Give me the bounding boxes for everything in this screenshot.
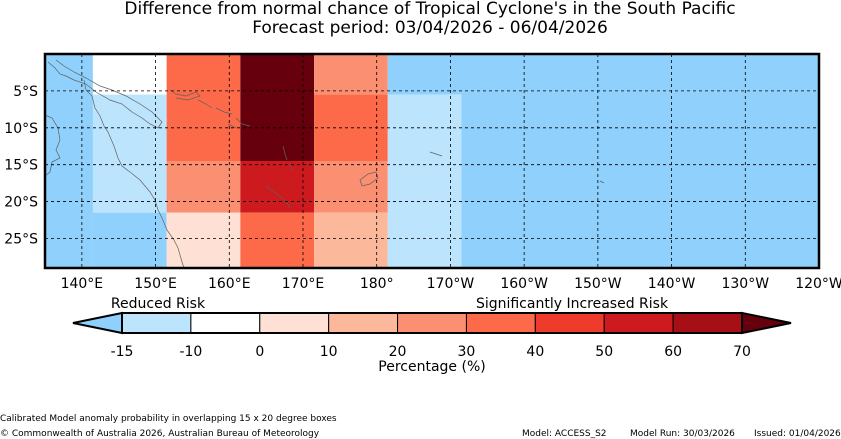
risk-cell-14 [314, 212, 388, 268]
risk-cell-4 [92, 212, 167, 268]
colorbar-tick-label: 50 [595, 344, 613, 360]
australia-coastline [83, 79, 185, 269]
colorbar-segment [190, 312, 261, 334]
lat-tick-label: 20°S [4, 195, 38, 211]
lon-tick-label: 160°W [500, 276, 548, 292]
colorbar-tick-label: 10 [320, 344, 338, 360]
footer-model: Model: ACCESS_S2 [522, 429, 607, 439]
risk-cell-7 [166, 212, 241, 268]
colorbar-segment [121, 312, 192, 334]
footer-copyright: © Commonwealth of Australia 2026, Austra… [0, 429, 320, 439]
fiji-coastline [359, 171, 379, 187]
lat-tick-label: 15°S [4, 158, 38, 174]
colorbar-left-label: Reduced Risk [111, 296, 206, 312]
risk-cell-1 [45, 54, 93, 268]
lat-tick-label: 10°S [4, 121, 38, 137]
lon-tick-label: 150°W [574, 276, 622, 292]
lat-tick-label: 25°S [4, 231, 38, 247]
colorbar-axis-label: Percentage (%) [378, 359, 485, 375]
colorbar-tick-label: 30 [458, 344, 476, 360]
gulf-coastline [44, 114, 61, 177]
lon-tick-label: 150°E [134, 276, 177, 292]
risk-cell-9 [240, 161, 315, 213]
vanuatu-coastline [282, 145, 293, 171]
risk-cell-6 [166, 161, 241, 213]
colorbar-segment [672, 312, 743, 334]
risk-cell-15 [387, 54, 462, 95]
colorbar-segment [259, 312, 330, 334]
lon-tick-label: 140°W [648, 276, 696, 292]
lon-tick-label: 170°E [282, 276, 325, 292]
colorbar-high-extend [741, 311, 792, 335]
lon-tick-label: 180° [360, 276, 394, 292]
new-caledonia-coastline [265, 185, 291, 209]
lon-tick-label: 140°E [61, 276, 104, 292]
lon-tick-label: 170°W [427, 276, 475, 292]
risk-cell-5 [166, 54, 241, 161]
chart-title: Difference from normal chance of Tropica… [124, 0, 736, 19]
colorbar-tick-label: 0 [255, 344, 264, 360]
colorbar-tick-label: 70 [733, 344, 751, 360]
colorbar-tick-label: 60 [664, 344, 682, 360]
colorbar-low-extend [72, 311, 123, 335]
risk-cell-11 [314, 54, 388, 95]
colorbar-tick-label: 40 [526, 344, 544, 360]
colorbar-outline [121, 312, 743, 334]
risk-cell-16 [387, 94, 462, 268]
chart-subtitle: Forecast period: 03/04/2026 - 06/04/2026 [252, 18, 608, 38]
colorbar-tick-label: 20 [389, 344, 407, 360]
footer-note: Calibrated Model anomaly probability in … [0, 414, 337, 424]
colorbar-tick-label: -15 [111, 344, 134, 360]
samoa-coastline [429, 151, 443, 157]
lon-tick-label: 130°W [721, 276, 769, 292]
risk-cell-10 [240, 212, 315, 268]
footer-model-run: Model Run: 30/03/2026 [630, 429, 735, 439]
map-frame [43, 52, 821, 270]
small-island-coastline [599, 180, 605, 184]
solomon-islands-coastline [197, 99, 251, 129]
lon-tick-label: 160°E [208, 276, 251, 292]
risk-cell-13 [314, 161, 388, 213]
risk-cell-17 [461, 54, 819, 268]
colorbar-segment [397, 312, 467, 334]
colorbar-segment [603, 312, 674, 334]
colorbar-segment [465, 312, 536, 334]
lon-tick-label: 120°W [795, 276, 841, 292]
colorbar-segment [534, 312, 605, 334]
colorbar-segment [328, 312, 399, 334]
risk-cell-8 [240, 54, 315, 161]
footer-issued: Issued: 01/04/2026 [754, 429, 841, 439]
lat-tick-label: 5°S [13, 84, 38, 100]
new-guinea-coastline [47, 59, 163, 129]
colorbar-right-label: Significantly Increased Risk [476, 296, 669, 312]
colorbar-tick-label: -10 [179, 344, 202, 360]
new-britain-coastline [169, 89, 201, 101]
